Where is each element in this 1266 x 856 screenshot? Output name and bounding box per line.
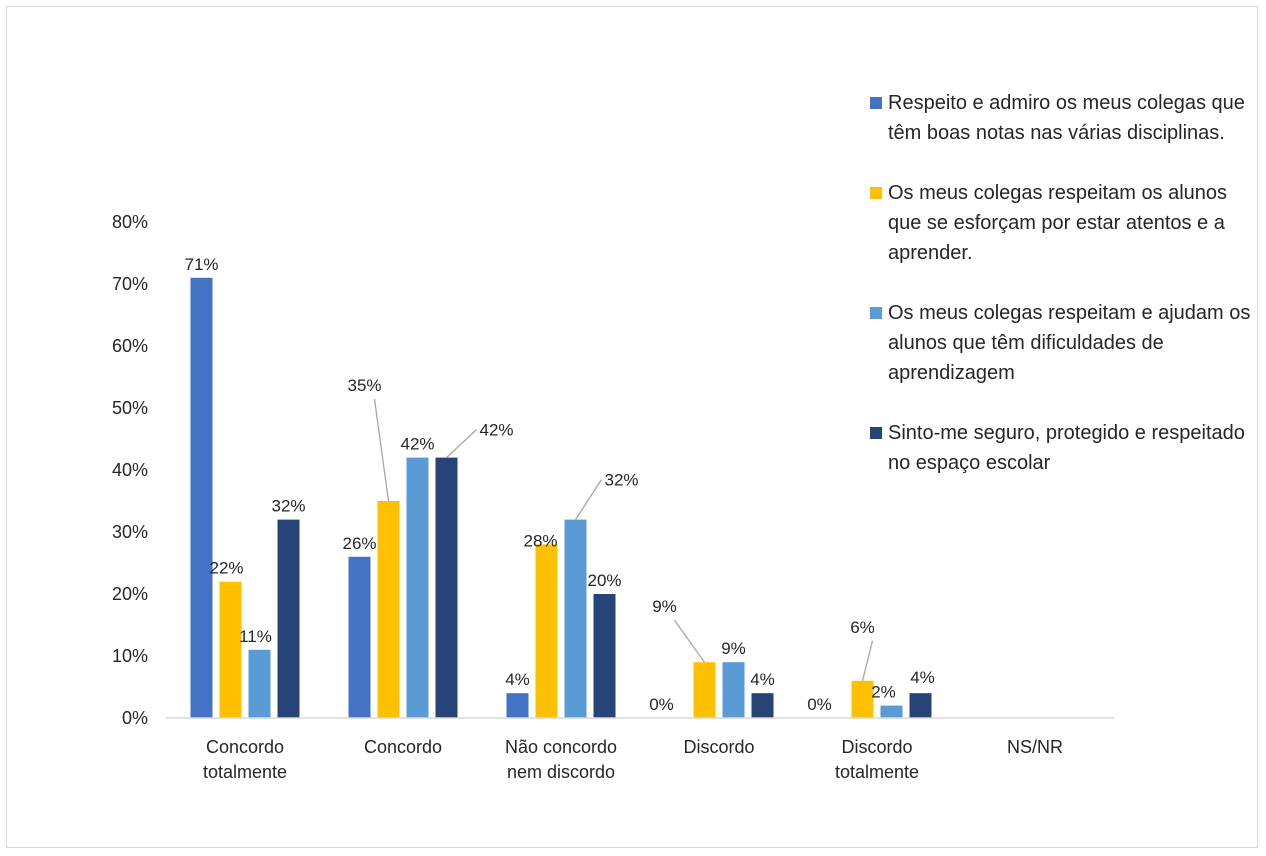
category-label: Discordo — [683, 737, 754, 757]
legend-item-series-3: Os meus colegas respeitam e ajudam os al… — [870, 298, 1262, 388]
bar — [377, 501, 400, 718]
bar — [564, 519, 587, 718]
leader-line — [673, 619, 706, 663]
legend-label-series-3: Os meus colegas respeitam e ajudam os al… — [888, 302, 1251, 384]
legend-swatch-series-2 — [870, 187, 882, 199]
category-label: totalmente — [835, 762, 919, 782]
data-label: 0% — [807, 695, 832, 714]
legend-swatch-series-3 — [870, 307, 882, 319]
data-label: 26% — [342, 534, 376, 553]
data-label: 20% — [587, 571, 621, 590]
legend: Respeito e admiro os meus colegas que tê… — [870, 88, 1262, 508]
category-label: NS/NR — [1007, 737, 1063, 757]
y-tick-label: 40% — [112, 460, 148, 480]
bar — [693, 662, 716, 718]
category-labels: Concordo totalmente Concordo Não concordo ne… — [203, 737, 1063, 782]
bar — [909, 693, 932, 718]
y-tick-label: 20% — [112, 584, 148, 604]
bar — [880, 705, 903, 718]
bar — [751, 693, 774, 718]
data-label: 22% — [209, 559, 243, 578]
bar — [219, 581, 242, 718]
category-label: Concordo — [206, 737, 284, 757]
legend-item-series-2: Os meus colegas respeitam os alunos que … — [870, 178, 1262, 268]
data-label: 6% — [850, 618, 875, 637]
bar — [348, 556, 371, 718]
bar — [435, 457, 458, 718]
leader-line — [574, 479, 603, 520]
category-label: nem discordo — [507, 762, 615, 782]
leader-line — [446, 429, 477, 459]
y-tick-label: 50% — [112, 398, 148, 418]
y-tick-label: 10% — [112, 646, 148, 666]
bar — [248, 649, 271, 718]
leader-line — [373, 398, 390, 502]
bar — [535, 544, 558, 718]
legend-item-series-4: Sinto-me seguro, protegido e respeitado … — [870, 418, 1262, 478]
bar — [506, 693, 529, 718]
legend-swatch-series-4 — [870, 427, 882, 439]
bars — [190, 277, 932, 718]
legend-item-series-1: Respeito e admiro os meus colegas que tê… — [870, 88, 1262, 148]
bar — [593, 594, 616, 718]
y-axis-ticks: 0% 10% 20% 30% 40% 50% 60% 70% 80% — [112, 212, 148, 728]
category-label: totalmente — [203, 762, 287, 782]
data-label: 42% — [479, 421, 513, 440]
y-tick-label: 80% — [112, 212, 148, 232]
data-label: 0% — [649, 695, 674, 714]
category-label: Discordo — [841, 737, 912, 757]
data-label: 4% — [750, 670, 775, 689]
bar — [406, 457, 429, 718]
data-labels: 71% 22% 11% 32% 26% 35% 42% 42% 4% 28% 32% 20% 0% 9% 9… — [184, 255, 934, 714]
y-tick-label: 30% — [112, 522, 148, 542]
chart-frame — [6, 6, 1258, 848]
category-label: Concordo — [364, 737, 442, 757]
data-label: 28% — [523, 531, 557, 550]
legend-label-series-2: Os meus colegas respeitam os alunos que … — [888, 182, 1228, 264]
legend-swatch-series-1 — [870, 97, 882, 109]
data-label: 4% — [910, 668, 935, 687]
leader-lines — [373, 398, 874, 681]
bar — [277, 519, 300, 718]
bar — [851, 680, 874, 718]
data-label: 11% — [239, 627, 272, 646]
bar — [722, 662, 745, 718]
leader-line — [861, 640, 874, 681]
legend-label-series-4: Sinto-me seguro, protegido e respeitado … — [888, 422, 1245, 474]
data-label: 35% — [347, 376, 381, 395]
data-label: 32% — [604, 471, 638, 490]
y-tick-label: 70% — [112, 274, 148, 294]
data-label: 9% — [652, 597, 677, 616]
data-label: 4% — [505, 670, 530, 689]
data-label: 32% — [271, 497, 305, 516]
bar — [190, 277, 213, 718]
data-label: 2% — [871, 683, 896, 702]
data-label: 71% — [184, 255, 218, 274]
data-label: 9% — [721, 639, 746, 658]
y-tick-label: 0% — [122, 708, 148, 728]
category-label: Não concordo — [505, 737, 617, 757]
data-label: 42% — [400, 435, 434, 454]
legend-label-series-1: Respeito e admiro os meus colegas que tê… — [888, 92, 1245, 144]
y-tick-label: 60% — [112, 336, 148, 356]
